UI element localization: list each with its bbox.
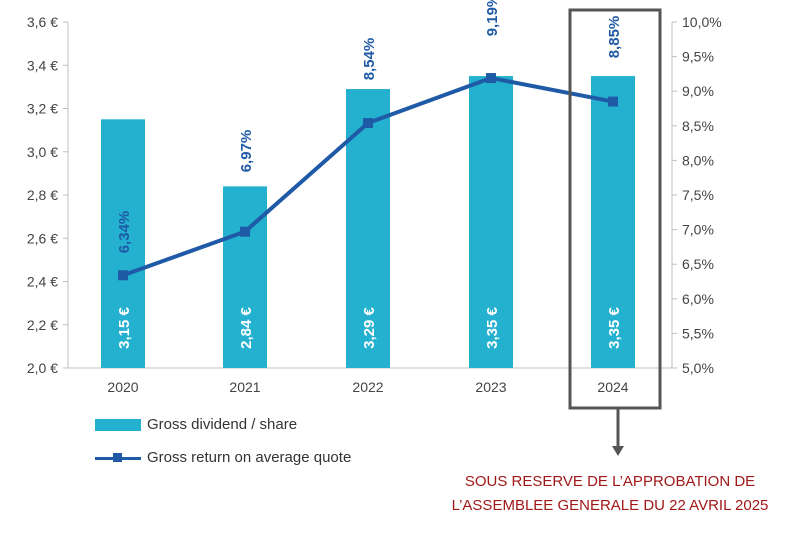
- legend-line-swatch: [95, 452, 141, 464]
- bar: [591, 76, 635, 368]
- approval-note-line-2: L’ASSEMBLEE GENERALE DU 22 AVRIL 2025: [451, 497, 769, 514]
- legend-bar-swatch: [95, 418, 141, 431]
- y-left-tick-label: 3,2 €: [27, 101, 58, 117]
- y-left-tick-label: 2,6 €: [27, 230, 58, 246]
- x-tick-label: 2020: [107, 379, 138, 395]
- legend-item-line: Gross return on average quote: [95, 449, 351, 466]
- bar-value-label: 2,84 €: [238, 306, 255, 348]
- y-left-tick-label: 3,0 €: [27, 144, 58, 160]
- legend-item-bars: Gross dividend / share: [95, 416, 297, 433]
- return-marker: [608, 96, 618, 107]
- return-value-label: 8,54%: [361, 38, 378, 81]
- y-left-tick-label: 2,0 €: [27, 360, 58, 376]
- approval-note: SOUS RESERVE DE L’APPROBATION DE L’ASSEM…: [420, 470, 800, 518]
- y-right-tick-label: 7,5%: [682, 187, 714, 203]
- highlight-arrow-head: [612, 446, 624, 456]
- x-tick-label: 2022: [352, 379, 383, 395]
- return-marker: [118, 270, 128, 281]
- y-left-tick-label: 3,4 €: [27, 57, 58, 73]
- x-tick-label: 2021: [229, 379, 260, 395]
- y-left-tick-label: 2,8 €: [27, 187, 58, 203]
- y-left-tick-label: 2,2 €: [27, 317, 58, 333]
- y-right-tick-label: 5,5%: [682, 325, 714, 341]
- return-value-label: 8,85%: [606, 16, 623, 59]
- y-right-tick-label: 6,0%: [682, 291, 714, 307]
- y-left-tick-label: 2,4 €: [27, 274, 58, 290]
- return-marker: [363, 118, 373, 129]
- bar-value-label: 3,15 €: [116, 306, 133, 348]
- y-right-tick-label: 5,0%: [682, 360, 714, 376]
- legend-bar-label: Gross dividend / share: [147, 416, 298, 433]
- y-right-tick-label: 8,0%: [682, 152, 714, 168]
- y-right-tick-label: 6,5%: [682, 256, 714, 272]
- bar-value-label: 3,35 €: [484, 306, 501, 348]
- x-tick-label: 2024: [597, 379, 628, 395]
- bar-value-label: 3,29 €: [361, 306, 378, 348]
- y-right-tick-label: 9,0%: [682, 83, 714, 99]
- y-right-tick-label: 8,5%: [682, 118, 714, 134]
- x-tick-label: 2023: [475, 379, 506, 395]
- y-right-tick-label: 9,5%: [682, 49, 714, 65]
- return-marker: [240, 226, 250, 237]
- bar-value-label: 3,35 €: [606, 306, 623, 348]
- bar: [101, 119, 145, 368]
- return-value-label: 6,97%: [238, 130, 255, 173]
- highlight-box-2024: [568, 8, 662, 410]
- return-marker: [486, 73, 496, 84]
- bar: [469, 76, 513, 368]
- y-right-tick-label: 10,0%: [682, 14, 722, 30]
- y-left-tick-label: 3,6 €: [27, 14, 58, 30]
- return-value-label: 9,19%: [484, 0, 501, 36]
- return-value-label: 6,34%: [116, 211, 133, 254]
- legend-line-label: Gross return on average quote: [147, 449, 352, 466]
- approval-note-line-1: SOUS RESERVE DE L’APPROBATION DE: [464, 473, 756, 490]
- y-right-tick-label: 7,0%: [682, 222, 714, 238]
